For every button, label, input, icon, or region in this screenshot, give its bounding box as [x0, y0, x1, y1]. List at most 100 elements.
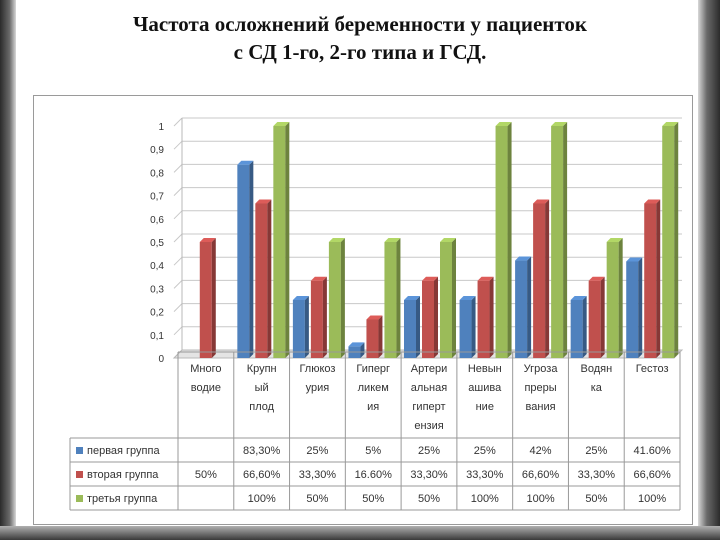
- y-tick-label: 0,3: [150, 284, 164, 295]
- data-label: 25%: [585, 445, 607, 457]
- data-label: 50%: [585, 493, 607, 505]
- data-label: 33,30%: [466, 469, 504, 481]
- category-label: ликем: [358, 382, 389, 394]
- chart-container: 1 0,9 0,8 0,7 0,6 0,5 0,4 0,3 0,2 0,1 0 Много водие К…: [33, 95, 693, 525]
- data-label: 83,30%: [243, 445, 281, 457]
- bar-side: [452, 238, 456, 358]
- gridline-side: [173, 210, 183, 220]
- bar-top: [533, 199, 550, 204]
- y-tick-label: 1: [158, 122, 164, 133]
- category-label: вания: [526, 401, 556, 413]
- bar-side: [507, 122, 512, 358]
- category-label: ия: [367, 401, 379, 413]
- data-label: 50%: [362, 493, 384, 505]
- category-label: преры: [524, 382, 556, 394]
- gridline-side: [173, 303, 183, 312]
- data-label: 66,60%: [522, 469, 560, 481]
- y-tick-label: 0,6: [150, 215, 164, 226]
- bar-top: [404, 296, 420, 300]
- bar: [199, 242, 212, 358]
- category-label: урия: [306, 382, 330, 394]
- gridline-side: [173, 164, 183, 173]
- bar-side: [360, 342, 365, 358]
- bar-side: [582, 296, 587, 358]
- bar: [404, 300, 416, 358]
- bar-top: [292, 296, 309, 300]
- data-label: 25%: [306, 445, 328, 457]
- bar-top: [477, 276, 494, 281]
- legend-series-name: вторая группа: [87, 469, 159, 481]
- bar-side: [600, 276, 605, 358]
- legend-series-name: третья группа: [87, 493, 158, 505]
- frame-bottom-edge: [0, 526, 720, 540]
- bar-side: [340, 238, 345, 358]
- data-label: 100%: [471, 493, 499, 505]
- data-label: 100%: [526, 493, 554, 505]
- bar-top: [384, 238, 401, 242]
- data-label: 100%: [248, 493, 276, 505]
- bar-side: [416, 296, 420, 358]
- y-tick-label: 0,1: [150, 331, 164, 342]
- bar-side: [563, 122, 568, 358]
- data-label: 100%: [638, 493, 666, 505]
- data-label: 33,30%: [578, 469, 616, 481]
- bar: [551, 126, 564, 358]
- bar: [662, 126, 675, 358]
- data-label: 41.60%: [633, 445, 671, 457]
- bar-top: [588, 276, 605, 281]
- bar-side: [304, 296, 309, 358]
- bar-side: [545, 199, 550, 358]
- bar-side: [267, 199, 272, 358]
- gridline-side: [173, 280, 183, 289]
- category-label: ый: [255, 382, 269, 394]
- bar: [440, 242, 452, 358]
- y-tick-label: 0,8: [150, 168, 164, 179]
- y-tick-label: 0,7: [150, 192, 164, 203]
- category-label: Невын: [468, 363, 502, 375]
- bar-top: [237, 160, 254, 165]
- y-tick-label: 0,4: [150, 261, 164, 272]
- category-label: Гиперг: [356, 363, 390, 375]
- bar-side: [656, 199, 661, 358]
- bar-chart: 1 0,9 0,8 0,7 0,6 0,5 0,4 0,3 0,2 0,1 0 Много водие К…: [69, 117, 684, 511]
- bar: [477, 280, 490, 358]
- bar-top: [551, 122, 568, 126]
- y-tick-label: 0,9: [150, 145, 164, 156]
- category-label: Артери: [411, 363, 448, 375]
- bar: [366, 319, 379, 358]
- bar-side: [471, 296, 476, 358]
- gridline-side: [173, 117, 183, 127]
- bar-top: [662, 122, 679, 126]
- gridline-side: [173, 256, 183, 266]
- bar: [384, 242, 397, 358]
- legend-key: [76, 447, 83, 454]
- data-label: 33,30%: [299, 469, 337, 481]
- category-label: Угроза: [524, 363, 559, 375]
- bar-top: [366, 315, 383, 320]
- bar: [422, 280, 434, 358]
- bar: [237, 164, 250, 358]
- bar-top: [644, 199, 661, 204]
- category-label: ензия: [414, 420, 443, 432]
- bar-side: [396, 238, 401, 358]
- bar: [570, 300, 583, 358]
- gridline-side: [173, 187, 183, 196]
- bar: [644, 203, 657, 358]
- category-label: Крупн: [247, 363, 277, 375]
- bar-top: [459, 296, 476, 300]
- bar: [626, 261, 639, 358]
- bar-top: [255, 199, 272, 204]
- bar: [328, 242, 341, 358]
- bar: [606, 242, 619, 358]
- frame-left-edge: [0, 0, 16, 540]
- data-label: 50%: [418, 493, 440, 505]
- slide-title-line-1: Частота осложнений беременности у пациен…: [132, 12, 588, 36]
- data-label: 66,60%: [243, 469, 281, 481]
- bar-top: [515, 256, 532, 261]
- bar: [255, 203, 268, 358]
- data-label: 66,60%: [633, 469, 671, 481]
- y-tick-label: 0,5: [150, 238, 164, 249]
- bar-side: [434, 276, 438, 358]
- data-label: 16.60%: [355, 469, 393, 481]
- bar-side: [249, 160, 254, 358]
